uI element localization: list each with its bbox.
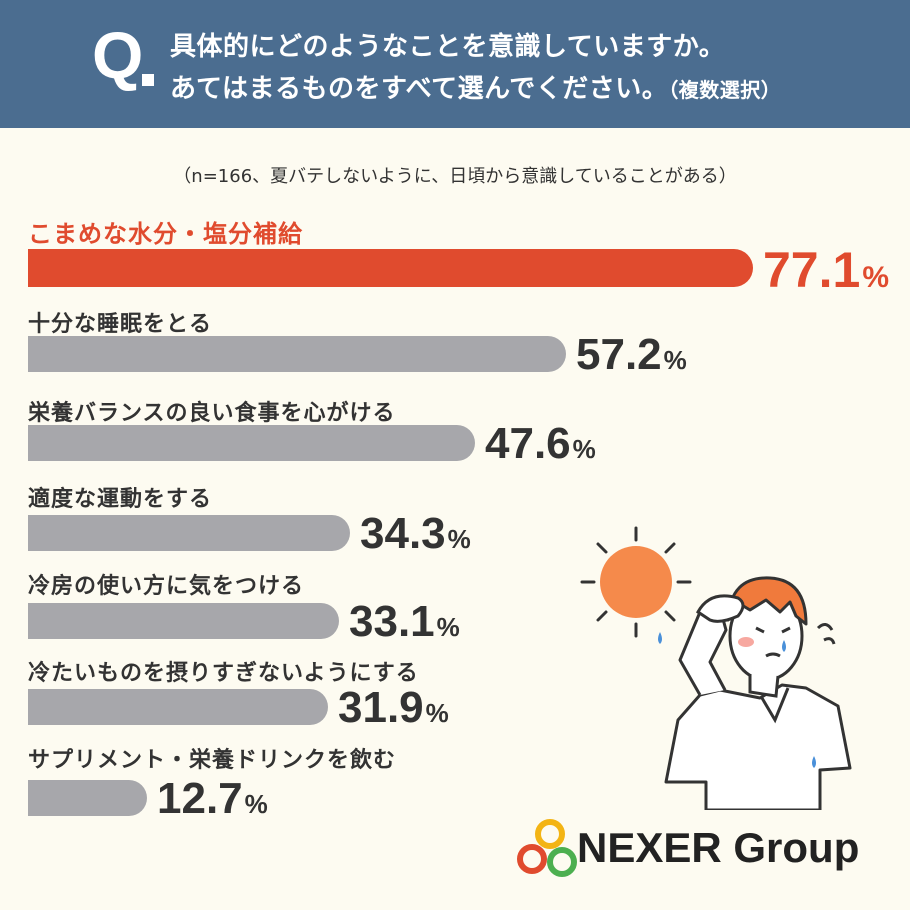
value-number: 57.2 bbox=[576, 330, 662, 379]
bar bbox=[28, 249, 753, 287]
category-label: こまめな水分・塩分補給 bbox=[28, 220, 303, 248]
category-label: 十分な睡眠をとる bbox=[28, 312, 213, 337]
category-label: 適度な運動をする bbox=[28, 487, 213, 512]
category-label: 冷房の使い方に気をつける bbox=[28, 574, 305, 599]
category-label: 冷たいものを摂りすぎないようにする bbox=[28, 661, 419, 686]
q-mark: Q bbox=[92, 18, 144, 92]
question-line-1: 具体的にどのようなことを意識していますか。 bbox=[170, 32, 726, 62]
bar bbox=[28, 603, 339, 639]
value-label: 34.3% bbox=[360, 512, 471, 556]
value-unit: % bbox=[862, 261, 890, 294]
value-number: 47.6 bbox=[485, 419, 571, 468]
bar bbox=[28, 336, 566, 372]
value-number: 31.9 bbox=[338, 683, 424, 732]
value-unit: % bbox=[436, 612, 460, 642]
question-line-2-text: あてはまるものをすべて選んでください。 bbox=[170, 74, 669, 104]
value-label: 57.2% bbox=[576, 333, 687, 377]
value-number: 33.1 bbox=[349, 597, 435, 646]
value-unit: % bbox=[572, 434, 596, 464]
category-label: サプリメント・栄養ドリンクを飲む bbox=[28, 748, 397, 773]
value-label: 31.9% bbox=[338, 686, 449, 730]
question-header: Q 具体的にどのようなことを意識していますか。 あてはまるものをすべて選んでくだ… bbox=[0, 0, 910, 128]
hot-man-illustration bbox=[580, 526, 852, 810]
value-number: 34.3 bbox=[360, 509, 446, 558]
sun-icon bbox=[580, 526, 692, 638]
value-unit: % bbox=[244, 789, 268, 819]
value-number: 12.7 bbox=[157, 774, 243, 823]
value-label: 77.1% bbox=[763, 245, 889, 295]
bar bbox=[28, 780, 147, 816]
bar bbox=[28, 515, 350, 551]
value-number: 77.1 bbox=[763, 242, 861, 298]
category-label: 栄養バランスの良い食事を心がける bbox=[28, 401, 396, 426]
logo-text: NEXER Group bbox=[577, 824, 860, 871]
bar bbox=[28, 689, 328, 725]
value-unit: % bbox=[425, 698, 449, 728]
question-line-2: あてはまるものをすべて選んでください。（複数選択） bbox=[170, 68, 781, 105]
value-label: 47.6% bbox=[485, 422, 596, 466]
value-label: 12.7% bbox=[157, 777, 268, 821]
value-label: 33.1% bbox=[349, 600, 460, 644]
value-unit: % bbox=[663, 345, 687, 375]
chart-subtitle: （n=166、夏バテしないように、日頃から意識していることがある） bbox=[173, 166, 737, 187]
question-note: （複数選択） bbox=[668, 78, 782, 102]
value-unit: % bbox=[447, 524, 471, 554]
nexer-logo bbox=[517, 819, 577, 877]
bar bbox=[28, 425, 475, 461]
q-mark-dot bbox=[142, 74, 154, 86]
